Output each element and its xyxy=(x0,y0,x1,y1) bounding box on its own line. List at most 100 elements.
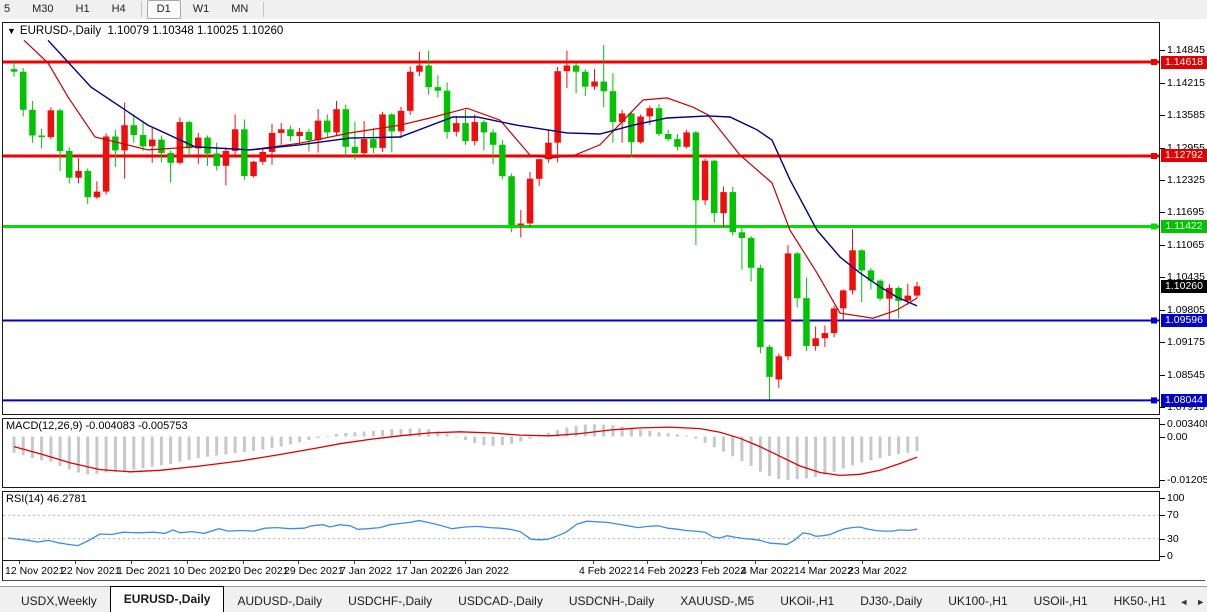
price-axis-label: 1.14215 xyxy=(1167,77,1205,89)
price-axis-label: 1.11695 xyxy=(1167,206,1205,218)
timeframe-button-w1[interactable]: W1 xyxy=(192,3,210,15)
timeframe-toolbar: 5 M30 H1 H4 D1 W1 MN xyxy=(0,0,1207,19)
symbol-tab-usdcad-daily[interactable]: USDCAD-,Daily xyxy=(458,594,543,608)
date-label: 14 Mar 2022 xyxy=(794,565,853,577)
date-label: 26 Jan 2022 xyxy=(451,565,509,577)
tab-scroll-right-icon[interactable]: ► xyxy=(1196,597,1206,607)
date-label: 12 Nov 2021 xyxy=(5,565,65,577)
timeframe-button-mn[interactable]: MN xyxy=(231,3,249,15)
price-level-badge: 1.08044 xyxy=(1161,394,1207,407)
toolbar-separator xyxy=(263,2,265,17)
tab-scroll-arrows: ◄ ► xyxy=(1179,597,1205,607)
symbol-tab-usdcnh-daily[interactable]: USDCNH-,Daily xyxy=(568,594,655,608)
time-axis-tick xyxy=(75,561,76,564)
toolbar-separator xyxy=(140,2,142,17)
chart-menu-caret-icon[interactable]: ▼ xyxy=(7,26,16,36)
rsi-axis-label: 30 xyxy=(1167,533,1179,545)
price-level-badge: 1.12792 xyxy=(1161,149,1207,162)
macd-axis-label: 0.003408 xyxy=(1167,418,1207,430)
date-label: 22 Nov 2021 xyxy=(61,565,121,577)
date-label: 7 Jan 2022 xyxy=(340,565,392,577)
symbol-tab-hk50-h1[interactable]: HK50-,H1 xyxy=(1113,594,1167,608)
time-axis-tick xyxy=(410,561,411,564)
time-axis-tick xyxy=(19,561,20,564)
date-label: 10 Dec 2021 xyxy=(173,565,233,577)
symbol-tab-audusd-daily[interactable]: AUDUSD-,Daily xyxy=(237,594,323,608)
price-chart-pane[interactable] xyxy=(2,22,1160,415)
time-axis-tick xyxy=(808,561,809,564)
macd-axis-label: 0.00 xyxy=(1167,431,1188,443)
ohlc-values: 1.10079 1.10348 1.10025 1.10260 xyxy=(107,25,284,37)
time-axis-tick xyxy=(187,561,188,564)
date-label: 1 Dec 2021 xyxy=(117,565,171,577)
date-label: 29 Dec 2021 xyxy=(284,565,344,577)
time-axis-tick xyxy=(862,561,863,564)
price-axis-label: 1.14845 xyxy=(1167,44,1205,56)
axis-tick xyxy=(1160,342,1165,343)
axis-tick xyxy=(1160,212,1165,213)
date-label: 4 Mar 2022 xyxy=(741,565,795,577)
tab-scroll-left-icon[interactable]: ◄ xyxy=(1179,597,1189,607)
date-label: 23 Mar 2022 xyxy=(848,565,907,577)
time-axis-tick xyxy=(298,561,299,564)
macd-axis-label: -0.01205 xyxy=(1167,474,1207,486)
date-label: 4 Feb 2022 xyxy=(579,565,633,577)
axis-tick xyxy=(1160,115,1165,116)
axis-tick xyxy=(1160,83,1165,84)
axis-tick xyxy=(1160,245,1165,246)
price-level-badge: 1.11422 xyxy=(1161,220,1207,233)
rsi-label: RSI(14) 46.2781 xyxy=(6,493,87,505)
symbol-title: EURUSD-,Daily xyxy=(19,25,102,37)
timeframe-button-5[interactable]: 5 xyxy=(4,3,11,15)
symbol-tab-uk100-h1[interactable]: UK100-,H1 xyxy=(948,594,1008,608)
time-axis: 12 Nov 2021 22 Nov 2021 1 Dec 2021 10 Dec 2… xyxy=(2,561,1205,581)
axis-tick xyxy=(1160,539,1165,540)
time-axis-tick xyxy=(243,561,244,564)
symbol-tab-usdx-weekly[interactable]: USDX,Weekly xyxy=(21,594,97,608)
price-axis-label: 1.09175 xyxy=(1167,336,1205,348)
axis-tick xyxy=(1160,480,1165,481)
rsi-axis-label: 70 xyxy=(1167,509,1179,521)
axis-tick xyxy=(1160,375,1165,376)
rsi-indicator-pane[interactable] xyxy=(2,491,1160,561)
timeframe-button-h1[interactable]: H1 xyxy=(75,3,90,15)
price-axis-label: 1.11065 xyxy=(1167,239,1205,251)
axis-tick xyxy=(1160,277,1165,278)
date-label: 20 Dec 2021 xyxy=(229,565,289,577)
symbol-tab-usdchf-daily[interactable]: USDCHF-,Daily xyxy=(348,594,433,608)
price-axis-label: 1.12325 xyxy=(1167,174,1205,186)
timeframe-button-h4[interactable]: H4 xyxy=(111,3,126,15)
time-axis-tick xyxy=(131,561,132,564)
axis-tick xyxy=(1160,407,1165,408)
rsi-axis-label: 100 xyxy=(1167,492,1185,504)
price-level-badge: 1.10260 xyxy=(1161,280,1207,293)
symbol-tab-xauusd-m5[interactable]: XAUUSD-,M5 xyxy=(680,594,755,608)
symbol-tabbar: USDX,Weekly EURUSD-,Daily AUDUSD-,Daily USD… xyxy=(0,586,1207,612)
axis-tick xyxy=(1160,515,1165,516)
time-axis-tick xyxy=(755,561,756,564)
axis-tick xyxy=(1160,148,1165,149)
time-axis-tick xyxy=(593,561,594,564)
axis-tick xyxy=(1160,310,1165,311)
date-label: 17 Jan 2022 xyxy=(396,565,454,577)
symbol-tab-dj30-daily[interactable]: DJ30-,Daily xyxy=(860,594,923,608)
timeframe-button-d1[interactable]: D1 xyxy=(146,0,181,19)
axis-tick xyxy=(1160,437,1165,438)
time-axis-tick xyxy=(701,561,702,564)
rsi-axis-label: 0 xyxy=(1167,550,1173,562)
timeframe-button-m30[interactable]: M30 xyxy=(32,3,54,15)
axis-tick xyxy=(1160,424,1165,425)
symbol-tab-usoil-h1[interactable]: USOil-,H1 xyxy=(1033,594,1088,608)
price-axis-label: 1.08545 xyxy=(1167,369,1205,381)
date-label: 14 Feb 2022 xyxy=(633,565,692,577)
price-level-badge: 1.14618 xyxy=(1161,56,1207,69)
macd-label: MACD(12,26,9) -0.004083 -0.005753 xyxy=(6,420,188,432)
axis-tick xyxy=(1160,556,1165,557)
price-level-badge: 1.09596 xyxy=(1161,314,1207,327)
price-axis-label: 1.09805 xyxy=(1167,304,1205,316)
axis-tick xyxy=(1160,50,1165,51)
axis-tick xyxy=(1160,498,1165,499)
symbol-tab-eurusd-daily[interactable]: EURUSD-,Daily xyxy=(109,586,225,612)
symbol-tab-ukoil-h1[interactable]: UKOil-,H1 xyxy=(780,594,835,608)
